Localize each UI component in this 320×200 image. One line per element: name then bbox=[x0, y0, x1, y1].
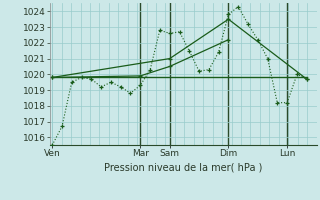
X-axis label: Pression niveau de la mer( hPa ): Pression niveau de la mer( hPa ) bbox=[104, 163, 262, 173]
